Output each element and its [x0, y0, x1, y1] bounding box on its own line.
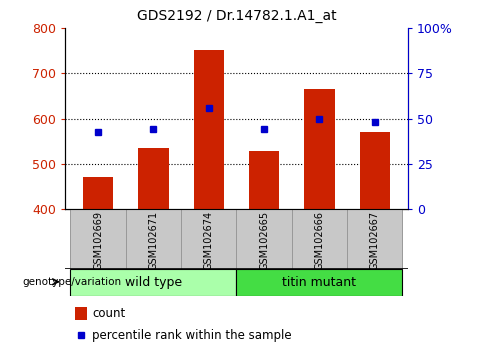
Bar [71, 269, 236, 296]
Text: GSM102674: GSM102674 [204, 211, 214, 270]
Bar [138, 148, 168, 209]
Bar [71, 209, 126, 269]
Bar [181, 209, 237, 269]
Text: GSM102666: GSM102666 [314, 211, 324, 270]
Text: GSM102667: GSM102667 [370, 211, 380, 270]
Bar [237, 209, 292, 269]
Text: wild type: wild type [125, 276, 182, 289]
Text: percentile rank within the sample: percentile rank within the sample [92, 329, 292, 342]
Bar [193, 50, 224, 209]
Bar [304, 89, 335, 209]
Text: GSM102669: GSM102669 [93, 211, 103, 270]
Bar [75, 307, 87, 320]
Text: titin mutant: titin mutant [282, 276, 357, 289]
Title: GDS2192 / Dr.14782.1.A1_at: GDS2192 / Dr.14782.1.A1_at [137, 9, 336, 23]
Text: count: count [92, 307, 125, 320]
Bar [347, 209, 402, 269]
Text: GSM102665: GSM102665 [259, 211, 269, 270]
Bar [249, 151, 279, 209]
Bar [237, 269, 402, 296]
Text: GSM102671: GSM102671 [148, 211, 158, 270]
Bar [83, 177, 113, 209]
Bar [126, 209, 181, 269]
Bar [292, 209, 347, 269]
Text: genotype/variation: genotype/variation [23, 277, 122, 287]
Bar [360, 132, 390, 209]
